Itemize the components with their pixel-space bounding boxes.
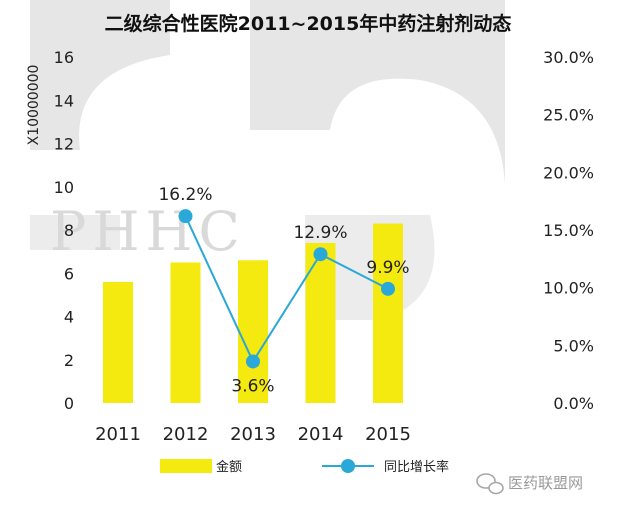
line-series: 16.2% 3.6% 12.9% 9.9% <box>158 185 409 396</box>
growth-point <box>313 247 328 262</box>
legend-label-amount: 金额 <box>216 459 242 475</box>
right-tick-label: 20.0% <box>543 163 594 182</box>
watermark: PHHC <box>30 0 505 320</box>
growth-point <box>246 354 260 369</box>
left-tick-label: 16 <box>54 48 74 67</box>
legend: 金额 同比增长率 <box>160 459 449 475</box>
legend-label-growth: 同比增长率 <box>384 459 449 475</box>
watermark-text: PHHC <box>50 200 246 263</box>
growth-line <box>184 215 389 364</box>
left-tick-label: 6 <box>64 264 74 283</box>
left-tick-label: 8 <box>64 221 74 240</box>
bar <box>170 262 201 403</box>
growth-data-label: 3.6% <box>231 376 274 396</box>
left-tick-label: 10 <box>54 178 74 197</box>
bar-series <box>103 223 403 403</box>
right-tick-label: 5.0% <box>553 336 594 355</box>
watermark-shape-left-lower <box>30 215 120 250</box>
x-tick-label: 2015 <box>365 424 411 445</box>
left-tick-label: 12 <box>54 135 74 154</box>
right-tick-label: 30.0% <box>543 48 594 67</box>
right-tick-label: 10.0% <box>543 279 594 298</box>
left-tick-label: 2 <box>64 351 74 370</box>
y-axis-unit-label: X10000000 <box>26 65 42 146</box>
growth-data-label: 9.9% <box>366 258 409 278</box>
wechat-icon <box>476 473 504 495</box>
right-tick-label: 25.0% <box>543 106 594 125</box>
bar <box>305 242 336 403</box>
left-tick-label: 0 <box>64 394 74 413</box>
x-tick-label: 2012 <box>163 424 209 445</box>
growth-point <box>381 281 395 296</box>
brand-watermark: 医药联盟网 <box>476 473 583 495</box>
watermark-shape-left <box>30 0 170 150</box>
watermark-shape-right <box>250 0 505 185</box>
right-axis-ticks: 0.0% 5.0% 10.0% 15.0% 20.0% 25.0% 30.0% <box>543 48 594 413</box>
right-tick-label: 15.0% <box>543 221 594 240</box>
right-tick-label: 0.0% <box>553 394 594 413</box>
x-tick-label: 2011 <box>95 424 141 445</box>
chart-title: 二级综合性医院2011~2015年中药注射剂动态 <box>105 12 512 35</box>
bar <box>373 223 403 403</box>
legend-swatch-marker <box>341 459 355 473</box>
growth-point <box>178 209 193 224</box>
x-axis-ticks: 2011 2012 2013 2014 2015 <box>95 424 411 445</box>
bar <box>103 281 133 403</box>
left-axis-ticks: 0 2 4 6 8 10 12 14 16 <box>54 48 74 413</box>
legend-swatch-bar <box>160 459 212 473</box>
brand-text: 医药联盟网 <box>508 474 583 492</box>
x-tick-label: 2014 <box>298 424 344 445</box>
left-tick-label: 14 <box>54 91 74 110</box>
bar <box>238 260 268 403</box>
growth-data-label: 12.9% <box>293 223 347 243</box>
growth-data-label: 16.2% <box>158 185 212 205</box>
x-tick-label: 2013 <box>230 424 276 445</box>
left-tick-label: 4 <box>64 308 74 327</box>
